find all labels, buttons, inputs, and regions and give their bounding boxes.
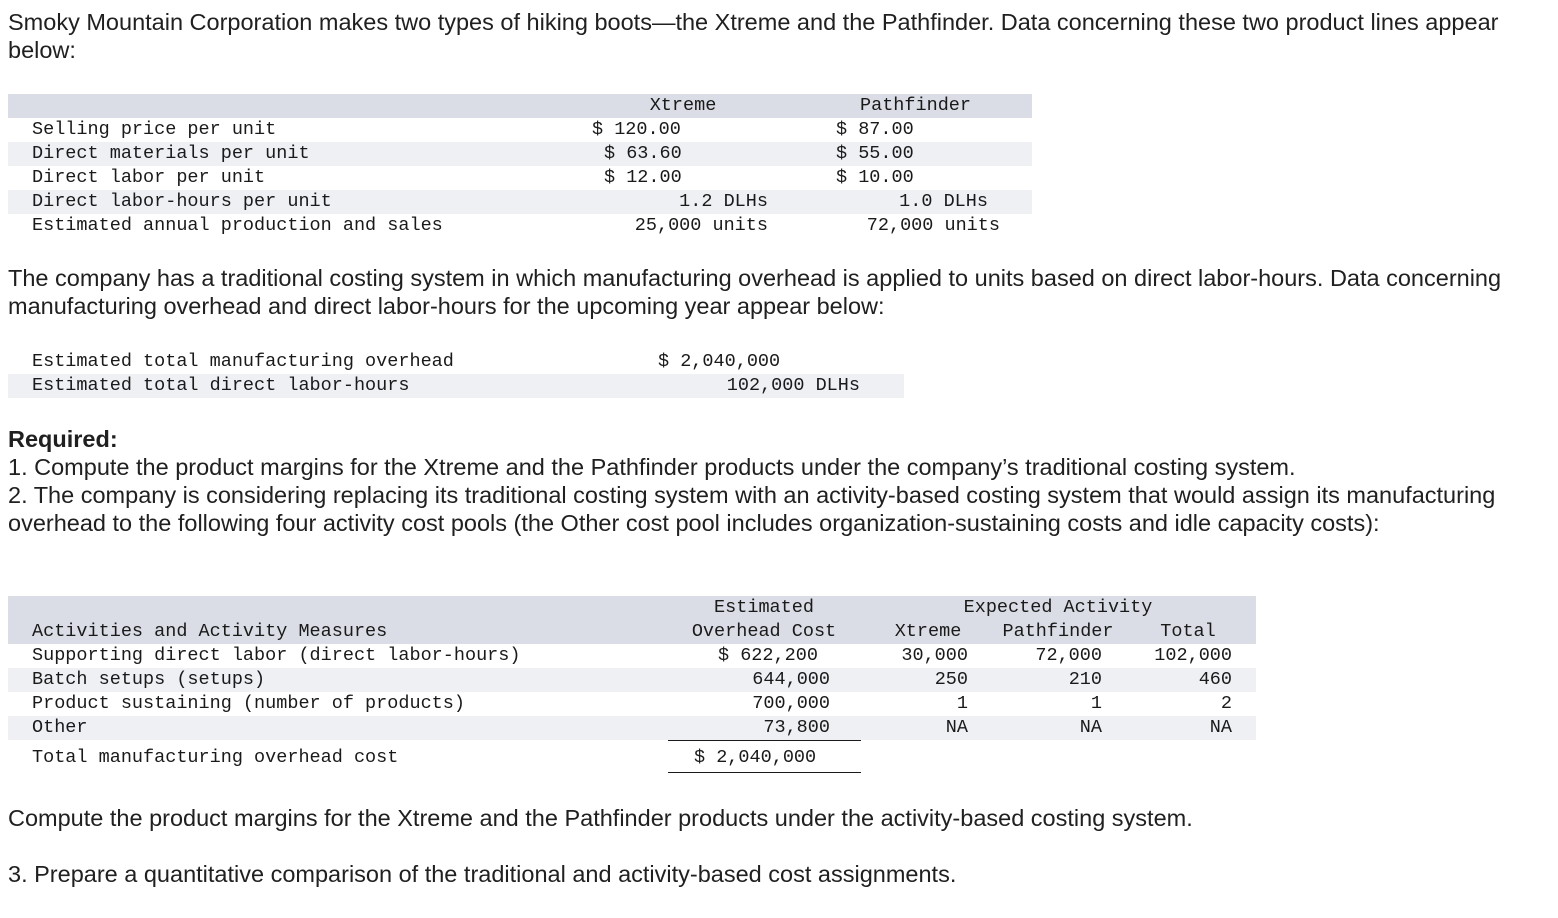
required-heading: Required: bbox=[8, 426, 118, 452]
pathfinder-activity-value: 210 bbox=[1068, 669, 1102, 690]
row-label: Estimated annual production and sales bbox=[32, 215, 443, 236]
row-label: Estimated total direct labor-hours bbox=[32, 375, 410, 396]
xtreme-activity-value: 1 bbox=[956, 693, 968, 714]
overhead-cost-header: Overhead Cost bbox=[691, 621, 837, 642]
xtreme-value: $ 63.60 bbox=[604, 143, 682, 164]
total-header: Total bbox=[1160, 621, 1216, 642]
total-overhead-cost-value: $ 2,040,000 bbox=[694, 747, 817, 768]
xtreme-value: $ 120.00 bbox=[592, 119, 681, 140]
pathfinder-value: $ 10.00 bbox=[836, 167, 914, 188]
pathfinder-activity-value: NA bbox=[1079, 717, 1102, 738]
table-header-row: Activities and Activity Measures Overhea… bbox=[8, 620, 1256, 644]
required-item-1: 1. Compute the product margins for the X… bbox=[8, 454, 1296, 480]
table-row: Direct materials per unit $ 63.60 $ 55.0… bbox=[8, 142, 1032, 166]
overhead-data-table: Estimated total manufacturing overhead $… bbox=[8, 350, 904, 398]
activity-label: Supporting direct labor (direct labor-ho… bbox=[32, 645, 521, 666]
row-label: Direct materials per unit bbox=[32, 143, 310, 164]
dlh-value: 102,000 DLHs bbox=[726, 375, 860, 396]
table-row: Estimated annual production and sales 25… bbox=[8, 214, 1032, 238]
intro-paragraph: Smoky Mountain Corporation makes two typ… bbox=[8, 9, 1499, 63]
total-activity-value: NA bbox=[1209, 717, 1232, 738]
row-label: Selling price per unit bbox=[32, 119, 277, 140]
row-label: Direct labor per unit bbox=[32, 167, 266, 188]
row-label: Estimated total manufacturing overhead bbox=[32, 351, 454, 372]
overhead-value: $ 2,040,000 bbox=[658, 351, 781, 372]
total-activity-value: 102,000 bbox=[1154, 645, 1232, 666]
activity-cost-table: Estimated Expected Activity Activities a… bbox=[8, 596, 1256, 776]
xtreme-header: Xtreme bbox=[894, 621, 962, 642]
xtreme-activity-value: 250 bbox=[934, 669, 968, 690]
required-item-2: 2. The company is considering replacing … bbox=[8, 482, 1496, 536]
table-row: Estimated total direct labor-hours 102,0… bbox=[8, 374, 904, 398]
activities-header: Activities and Activity Measures bbox=[32, 621, 388, 642]
table-row: Supporting direct labor (direct labor-ho… bbox=[8, 644, 1256, 668]
xtreme-value: 25,000 units bbox=[634, 215, 768, 236]
table-header-row: Estimated Expected Activity bbox=[8, 596, 1256, 620]
table-total-row: Total manufacturing overhead cost $ 2,04… bbox=[8, 746, 1256, 770]
overhead-cost-value: 73,800 bbox=[763, 717, 830, 738]
abc-compute-paragraph: Compute the product margins for the Xtre… bbox=[8, 805, 1193, 831]
pathfinder-value: 1.0 DLHs bbox=[899, 191, 988, 212]
column-header-pathfinder: Pathfinder bbox=[859, 95, 972, 116]
pathfinder-activity-value: 72,000 bbox=[1035, 645, 1102, 666]
row-label: Direct labor-hours per unit bbox=[32, 191, 332, 212]
table-row: Product sustaining (number of products) … bbox=[8, 692, 1256, 716]
pathfinder-activity-value: 1 bbox=[1090, 693, 1102, 714]
xtreme-activity-value: 30,000 bbox=[901, 645, 968, 666]
expected-activity-header: Expected Activity bbox=[963, 597, 1153, 618]
activity-label: Product sustaining (number of products) bbox=[32, 693, 465, 714]
table-row: Direct labor per unit $ 12.00 $ 10.00 bbox=[8, 166, 1032, 190]
total-label: Total manufacturing overhead cost bbox=[32, 747, 399, 768]
xtreme-value: 1.2 DLHs bbox=[679, 191, 768, 212]
activity-label: Other bbox=[32, 717, 88, 738]
overhead-cost-value: 700,000 bbox=[752, 693, 830, 714]
traditional-costing-paragraph: The company has a traditional costing sy… bbox=[8, 265, 1502, 319]
activity-label: Batch setups (setups) bbox=[32, 669, 266, 690]
total-underline bbox=[668, 772, 861, 773]
pathfinder-value: $ 55.00 bbox=[836, 143, 914, 164]
xtreme-activity-value: NA bbox=[945, 717, 968, 738]
pathfinder-value: $ 87.00 bbox=[836, 119, 914, 140]
xtreme-value: $ 12.00 bbox=[604, 167, 682, 188]
table-row: Estimated total manufacturing overhead $… bbox=[8, 350, 904, 374]
estimated-header: Estimated bbox=[714, 597, 814, 618]
table-header-row: Xtreme Pathfinder bbox=[8, 94, 1032, 118]
column-header-xtreme: Xtreme bbox=[649, 95, 717, 116]
pathfinder-header: Pathfinder bbox=[1002, 621, 1114, 642]
total-activity-value: 460 bbox=[1198, 669, 1232, 690]
subtotal-rule bbox=[668, 740, 861, 741]
table-row: Direct labor-hours per unit 1.2 DLHs 1.0… bbox=[8, 190, 1032, 214]
table-row: Selling price per unit $ 120.00 $ 87.00 bbox=[8, 118, 1032, 142]
pathfinder-value: 72,000 units bbox=[866, 215, 1000, 236]
required-item-3: 3. Prepare a quantitative comparison of … bbox=[8, 861, 957, 887]
total-activity-value: 2 bbox=[1220, 693, 1232, 714]
overhead-cost-value: $ 622,200 bbox=[718, 645, 818, 666]
table-row: Batch setups (setups) 644,000 250 210 46… bbox=[8, 668, 1256, 692]
overhead-cost-value: 644,000 bbox=[752, 669, 830, 690]
table-row: Other 73,800 NA NA NA bbox=[8, 716, 1256, 740]
product-data-table: Xtreme Pathfinder Selling price per unit… bbox=[8, 94, 1032, 242]
